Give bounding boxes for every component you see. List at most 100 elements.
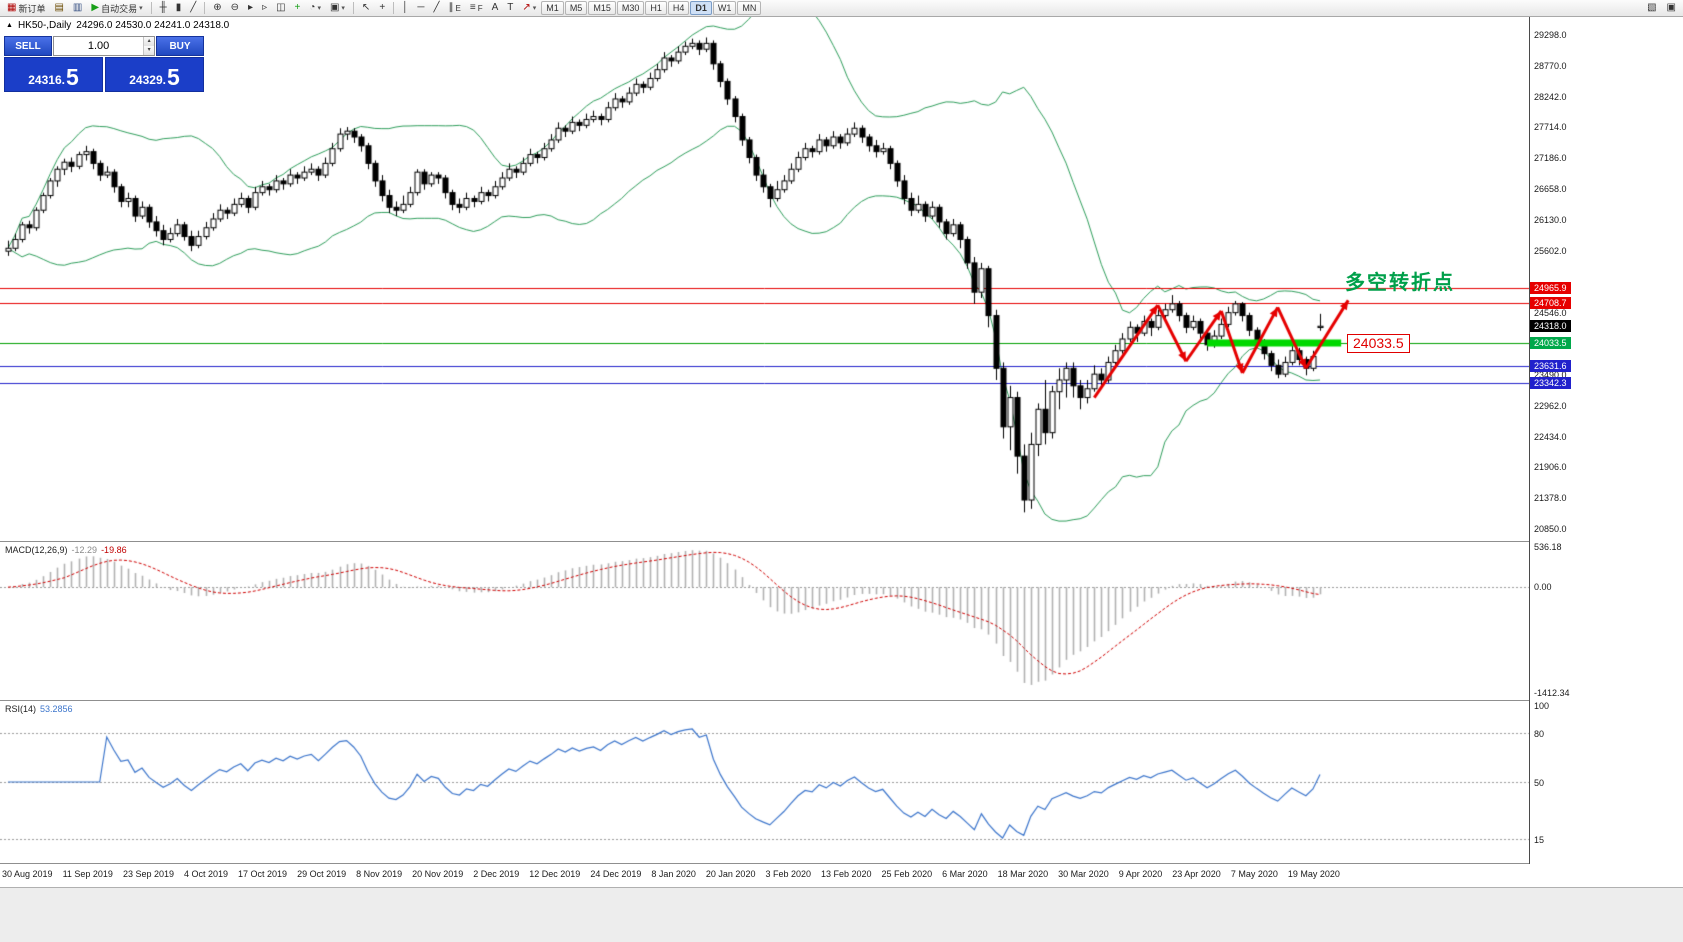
turning-point-annotation[interactable]: 多空转折点 <box>1345 272 1455 294</box>
zoom-out-button[interactable]: ⊖ <box>227 1 243 16</box>
fibonacci-tool-button[interactable]: ≡ F <box>466 1 487 16</box>
toolbar: ▦ 新订单 ▤ ▥ ▶ 自动交易 ▾ ╫ ▮ ╱ ⊕ ⊖ ▸ ▹ ◫ + ◔ ▾ ▣ ▾ ↖ + │ ─ ╱ ∥ E ≡ F A T ↗ ▾ M1… <box>0 0 1683 17</box>
price-axis-label: 25602.0 <box>1534 246 1567 257</box>
toolbar-separator <box>393 2 395 14</box>
periods-caret-icon: ▾ <box>317 5 321 12</box>
text-tool-icon: A <box>491 2 499 13</box>
toolbar-separator <box>352 2 354 14</box>
rsi-panel-canvas[interactable] <box>0 701 1529 863</box>
channel-tool-icon: ∥ <box>448 2 454 13</box>
date-axis-label: 12 Dec 2019 <box>529 869 581 879</box>
panel-separator[interactable] <box>0 541 1683 542</box>
timeframe-mn-button[interactable]: MN <box>737 1 762 15</box>
rsi-axis-label: 100 <box>1534 701 1550 711</box>
auto-scroll-button[interactable]: ▸ <box>244 1 257 16</box>
status-strip <box>0 887 1683 942</box>
sell-price-main: 24316. <box>28 73 65 87</box>
arrow-objects-tool-caret-icon: ▾ <box>532 5 537 12</box>
price-axis-label: 26658.0 <box>1534 184 1567 195</box>
text-label-tool-button[interactable]: T <box>503 1 517 16</box>
buy-button[interactable]: BUY <box>156 36 204 56</box>
date-axis-label: 3 Feb 2020 <box>765 869 811 879</box>
timeframe-h4-button[interactable]: H4 <box>667 1 690 15</box>
text-tool-button[interactable]: A <box>488 1 503 16</box>
volume-up-button[interactable]: ▴ <box>144 37 154 46</box>
chart-shift-button[interactable]: ▹ <box>258 1 271 16</box>
date-axis-label: 8 Nov 2019 <box>356 869 403 879</box>
crosshair-tool-button[interactable]: + <box>375 1 389 16</box>
periods-button[interactable]: ◔ ▾ <box>305 1 325 16</box>
charts-window-button[interactable]: ▤ <box>50 1 67 16</box>
candlestick-mode-button[interactable]: ▮ <box>172 1 186 16</box>
tile-windows-button[interactable]: ◫ <box>272 1 289 16</box>
trade-panel-top-row: SELL ▴ ▾ BUY <box>4 36 204 56</box>
line-chart-mode-button[interactable]: ╱ <box>186 1 200 16</box>
date-axis-label: 23 Sep 2019 <box>122 869 174 879</box>
timeframe-h1-button[interactable]: H1 <box>645 1 667 15</box>
panel-separator[interactable] <box>0 863 1683 864</box>
price-tag: 24033.5 <box>1530 336 1571 349</box>
zoom-in-icon: ⊕ <box>213 2 222 13</box>
timeframe-m30-button[interactable]: M30 <box>616 1 645 15</box>
price-tag: 23631.6 <box>1530 360 1571 373</box>
line-chart-mode-icon: ╱ <box>190 2 197 13</box>
arrow-objects-tool-icon: ↗ <box>522 2 531 13</box>
add-indicator-button[interactable]: + <box>291 1 305 16</box>
profiles-button[interactable]: ▥ <box>69 1 86 16</box>
price-axis-label: 20850.0 <box>1534 524 1567 535</box>
profiles-icon: ▥ <box>72 2 83 13</box>
templates-button[interactable]: ▣ ▾ <box>326 1 349 16</box>
timeframe-w1-button[interactable]: W1 <box>712 1 737 15</box>
macd-value-2: -19.86 <box>101 545 127 555</box>
price-tag: 24318.0 <box>1530 320 1571 333</box>
bar-chart-mode-icon: ╫ <box>159 2 167 13</box>
date-axis-label: 11 Sep 2019 <box>62 869 113 879</box>
new-order-icon: ▦ <box>7 2 17 13</box>
data-window-button[interactable]: ▧ <box>1643 1 1660 16</box>
zoom-in-button[interactable]: ⊕ <box>209 1 225 16</box>
horizontal-line-tool-button[interactable]: ─ <box>413 1 428 16</box>
cursor-tool-button[interactable]: ↖ <box>358 1 374 16</box>
buy-price-button[interactable]: 24329. 5 <box>105 57 204 92</box>
date-axis-label: 25 Feb 2020 <box>881 869 933 879</box>
timeframe-m5-button[interactable]: M5 <box>564 1 588 15</box>
price-axis-label: 24546.0 <box>1534 307 1567 318</box>
vertical-line-tool-button[interactable]: │ <box>398 1 412 16</box>
panel-separator[interactable] <box>0 700 1683 701</box>
volume-input[interactable] <box>54 37 144 55</box>
date-axis-label: 18 Mar 2020 <box>997 869 1049 879</box>
charts-window-icon: ▤ <box>54 2 64 13</box>
timeframe-d1-button[interactable]: D1 <box>690 1 712 15</box>
chart-window: 29298.0 28770.0 28242.0 27714.0 27186.0 26658… <box>0 17 1683 942</box>
volume-down-button[interactable]: ▾ <box>144 46 154 55</box>
price-axis-label: 21906.0 <box>1534 462 1567 473</box>
cursor-tool-icon: ↖ <box>361 2 371 13</box>
buy-price-main: 24329. <box>129 73 166 87</box>
date-axis-label: 24 Dec 2019 <box>590 869 642 879</box>
level-price-label[interactable]: 24033.5 <box>1347 334 1410 353</box>
date-axis-label: 7 May 2020 <box>1230 869 1278 879</box>
horizontal-line-tool-icon: ─ <box>417 2 425 13</box>
full-screen-button[interactable]: ▣ <box>1663 1 1680 16</box>
crosshair-tool-icon: + <box>379 2 386 13</box>
date-axis-label: 13 Feb 2020 <box>821 869 872 879</box>
candlestick-mode-icon: ▮ <box>175 2 182 13</box>
symbol-marker-icon: ▲ <box>6 22 13 29</box>
macd-axis-label: 536.18 <box>1534 541 1562 552</box>
price-tag: 24965.9 <box>1530 282 1571 295</box>
data-window-icon: ▧ <box>1647 2 1657 13</box>
timeframe-m1-button[interactable]: M1 <box>541 1 564 15</box>
price-chart-canvas[interactable] <box>0 17 1529 541</box>
templates-caret-icon: ▾ <box>341 5 345 12</box>
bar-chart-mode-button[interactable]: ╫ <box>156 1 171 16</box>
sell-price-button[interactable]: 24316. 5 <box>4 57 103 92</box>
timeframe-m15-button[interactable]: M15 <box>588 1 616 15</box>
macd-panel-canvas[interactable] <box>0 542 1529 700</box>
trendline-tool-button[interactable]: ╱ <box>430 1 444 16</box>
sell-button[interactable]: SELL <box>4 36 52 56</box>
arrow-objects-tool-button[interactable]: ↗ ▾ <box>518 1 540 16</box>
new-order-button[interactable]: ▦ 新订单 <box>3 1 49 16</box>
channel-tool-button[interactable]: ∥ E <box>445 1 465 16</box>
auto-trading-button[interactable]: ▶ 自动交易 ▾ <box>87 1 146 16</box>
volume-box: ▴ ▾ <box>53 36 155 56</box>
